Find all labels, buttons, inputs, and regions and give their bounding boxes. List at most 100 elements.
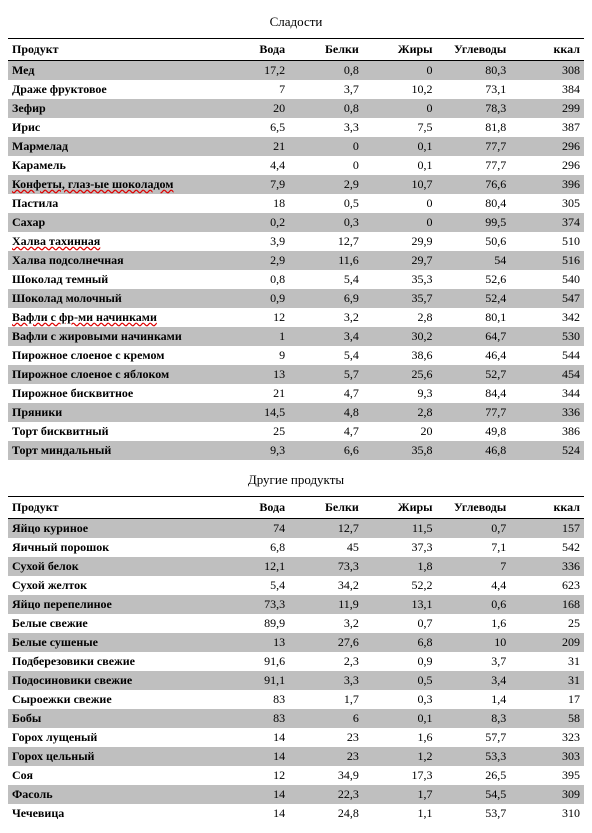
- cell-value: 0,8: [289, 99, 363, 118]
- cell-value: 310: [510, 804, 584, 823]
- cell-value: 12: [215, 766, 289, 785]
- column-header: Вода: [215, 497, 289, 519]
- cell-value: 13: [215, 365, 289, 384]
- product-name: Драже фруктовое: [8, 80, 215, 99]
- cell-value: 80,1: [437, 308, 511, 327]
- product-name: Сухой желток: [8, 576, 215, 595]
- cell-value: 524: [510, 441, 584, 460]
- product-name: Горох цельный: [8, 747, 215, 766]
- cell-value: 26,5: [437, 766, 511, 785]
- cell-value: 12: [215, 308, 289, 327]
- product-name: Сыроежки свежие: [8, 690, 215, 709]
- section-title: Сладости: [8, 14, 584, 30]
- cell-value: 50,6: [437, 232, 511, 251]
- product-name: Вафли с фр-ми начинками: [8, 308, 215, 327]
- cell-value: 25,6: [363, 365, 437, 384]
- cell-value: 6,5: [215, 118, 289, 137]
- product-name: Подберезовики свежие: [8, 652, 215, 671]
- table-row: Белые свежие89,93,20,71,625: [8, 614, 584, 633]
- cell-value: 13: [215, 633, 289, 652]
- cell-value: 530: [510, 327, 584, 346]
- product-name: Шоколад темный: [8, 270, 215, 289]
- cell-value: 510: [510, 232, 584, 251]
- cell-value: 299: [510, 99, 584, 118]
- cell-value: 6: [289, 709, 363, 728]
- cell-value: 83: [215, 690, 289, 709]
- cell-value: 296: [510, 156, 584, 175]
- column-header: Белки: [289, 39, 363, 61]
- cell-value: 12,7: [289, 519, 363, 539]
- cell-value: 46,4: [437, 346, 511, 365]
- cell-value: 387: [510, 118, 584, 137]
- cell-value: 3,3: [289, 671, 363, 690]
- product-name: Подосиновики свежие: [8, 671, 215, 690]
- cell-value: 54,5: [437, 785, 511, 804]
- cell-value: 1,4: [437, 690, 511, 709]
- cell-value: 29,7: [363, 251, 437, 270]
- cell-value: 323: [510, 728, 584, 747]
- cell-value: 6,8: [363, 633, 437, 652]
- column-header: ккал: [510, 39, 584, 61]
- cell-value: 23: [289, 747, 363, 766]
- cell-value: 9,3: [363, 384, 437, 403]
- cell-value: 25: [510, 614, 584, 633]
- cell-value: 3,9: [215, 232, 289, 251]
- cell-value: 0,9: [215, 289, 289, 308]
- column-header: Жиры: [363, 39, 437, 61]
- cell-value: 454: [510, 365, 584, 384]
- product-name: Халва подсолнечная: [8, 251, 215, 270]
- cell-value: 10: [437, 633, 511, 652]
- cell-value: 0: [363, 99, 437, 118]
- table-row: Горох лущеный14231,657,7323: [8, 728, 584, 747]
- table-row: Горох цельный14231,253,3303: [8, 747, 584, 766]
- cell-value: 27,6: [289, 633, 363, 652]
- table-row: Карамель4,400,177,7296: [8, 156, 584, 175]
- cell-value: 17: [510, 690, 584, 709]
- table-row: Бобы8360,18,358: [8, 709, 584, 728]
- cell-value: 0,1: [363, 137, 437, 156]
- table-row: Конфеты, глаз-ые шоколадом7,92,910,776,6…: [8, 175, 584, 194]
- cell-value: 3,7: [289, 80, 363, 99]
- cell-value: 9,3: [215, 441, 289, 460]
- cell-value: 17,3: [363, 766, 437, 785]
- table-row: Шоколад молочный0,96,935,752,4547: [8, 289, 584, 308]
- cell-value: 1: [215, 327, 289, 346]
- cell-value: 157: [510, 519, 584, 539]
- table-row: Ирис6,53,37,581,8387: [8, 118, 584, 137]
- column-header: Вода: [215, 39, 289, 61]
- cell-value: 3,2: [289, 308, 363, 327]
- cell-value: 83: [215, 709, 289, 728]
- cell-value: 25: [215, 422, 289, 441]
- product-name: Белые сушеные: [8, 633, 215, 652]
- cell-value: 0,8: [215, 270, 289, 289]
- product-name: Чечевица: [8, 804, 215, 823]
- table-row: Драже фруктовое73,710,273,1384: [8, 80, 584, 99]
- table-row: Торт миндальный9,36,635,846,8524: [8, 441, 584, 460]
- cell-value: 6,6: [289, 441, 363, 460]
- cell-value: 0,1: [363, 156, 437, 175]
- cell-value: 31: [510, 671, 584, 690]
- cell-value: 342: [510, 308, 584, 327]
- cell-value: 14: [215, 785, 289, 804]
- cell-value: 12,7: [289, 232, 363, 251]
- cell-value: 84,4: [437, 384, 511, 403]
- column-header: Белки: [289, 497, 363, 519]
- cell-value: 3,4: [289, 327, 363, 346]
- cell-value: 3,4: [437, 671, 511, 690]
- column-header: Углеводы: [437, 497, 511, 519]
- product-name: Пряники: [8, 403, 215, 422]
- cell-value: 73,1: [437, 80, 511, 99]
- cell-value: 78,3: [437, 99, 511, 118]
- cell-value: 21: [215, 384, 289, 403]
- cell-value: 10,7: [363, 175, 437, 194]
- cell-value: 309: [510, 785, 584, 804]
- table-row: Чечевица1424,81,153,7310: [8, 804, 584, 823]
- product-name: Мармелад: [8, 137, 215, 156]
- cell-value: 52,6: [437, 270, 511, 289]
- cell-value: 5,4: [289, 270, 363, 289]
- cell-value: 34,2: [289, 576, 363, 595]
- cell-value: 0,3: [289, 213, 363, 232]
- cell-value: 4,7: [289, 422, 363, 441]
- product-name: Шоколад молочный: [8, 289, 215, 308]
- table-row: Сыроежки свежие831,70,31,417: [8, 690, 584, 709]
